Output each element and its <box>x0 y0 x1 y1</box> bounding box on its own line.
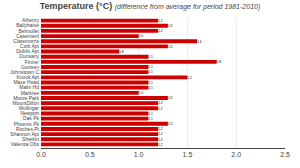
svg-text:1.2: 1.2 <box>158 132 163 136</box>
svg-text:1.2: 1.2 <box>158 143 163 147</box>
svg-text:1.1: 1.1 <box>148 86 153 90</box>
svg-text:Alhenry: Alhenry <box>22 17 39 23</box>
svg-text:Gurteen: Gurteen <box>21 64 39 70</box>
svg-text:Roches Pt: Roches Pt <box>16 126 40 132</box>
svg-text:Temperature (°C) (difference f: Temperature (°C) (difference from averag… <box>40 1 261 11</box>
svg-text:1.3: 1.3 <box>168 96 173 100</box>
svg-text:2.5: 2.5 <box>280 151 290 158</box>
svg-text:1.1: 1.1 <box>148 112 153 116</box>
svg-text:0.5: 0.5 <box>85 151 95 158</box>
svg-text:2.0: 2.0 <box>231 151 241 158</box>
svg-text:1.2: 1.2 <box>158 19 163 23</box>
svg-text:0.8: 0.8 <box>119 50 124 54</box>
svg-text:MountDillon: MountDillon <box>13 100 40 106</box>
svg-text:Claremorris: Claremorris <box>13 38 39 44</box>
svg-text:Ballyhaise: Ballyhaise <box>16 22 39 28</box>
svg-text:1.1: 1.1 <box>148 81 153 85</box>
svg-text:1.2: 1.2 <box>158 107 163 111</box>
svg-text:Finner: Finner <box>25 59 40 65</box>
svg-text:Newport: Newport <box>20 110 39 116</box>
svg-text:1.5: 1.5 <box>183 151 193 158</box>
svg-text:Dublin Apt: Dublin Apt <box>16 48 39 54</box>
svg-text:Knock Apt: Knock Apt <box>16 74 39 80</box>
svg-text:Mullingar: Mullingar <box>19 105 40 111</box>
svg-text:Sherkin: Sherkin <box>22 136 39 142</box>
svg-text:1.2: 1.2 <box>158 29 163 33</box>
svg-text:1.0: 1.0 <box>139 34 144 38</box>
svg-text:1.1: 1.1 <box>148 70 153 74</box>
svg-text:1.8: 1.8 <box>217 60 222 64</box>
svg-text:Phoenix Pk: Phoenix Pk <box>14 121 40 127</box>
svg-text:1.0: 1.0 <box>139 91 144 95</box>
svg-text:Markree: Markree <box>21 90 40 96</box>
svg-text:Malin Hd: Malin Hd <box>19 84 39 90</box>
svg-text:Valentia Obs: Valentia Obs <box>11 141 40 147</box>
svg-text:1.1: 1.1 <box>148 117 153 121</box>
svg-text:Belmullet: Belmullet <box>18 28 39 34</box>
svg-text:Cork Apt: Cork Apt <box>20 43 40 49</box>
svg-text:Johnstown C: Johnstown C <box>10 69 39 75</box>
svg-text:1.0: 1.0 <box>134 151 144 158</box>
svg-text:Mace Head: Mace Head <box>13 79 39 85</box>
svg-text:Moore Park: Moore Park <box>13 95 39 101</box>
svg-text:1.1: 1.1 <box>148 55 153 59</box>
svg-text:1.2: 1.2 <box>158 101 163 105</box>
svg-text:1.3: 1.3 <box>168 45 173 49</box>
svg-text:0.0: 0.0 <box>36 151 46 158</box>
svg-text:1.3: 1.3 <box>168 24 173 28</box>
svg-text:1.6: 1.6 <box>197 40 202 44</box>
svg-text:1.3: 1.3 <box>168 122 173 126</box>
svg-text:Dunsany: Dunsany <box>19 53 39 59</box>
svg-text:Casement: Casement <box>16 33 39 39</box>
svg-text:1.1: 1.1 <box>148 65 153 69</box>
svg-text:1.2: 1.2 <box>158 127 163 131</box>
svg-text:1.2: 1.2 <box>158 138 163 142</box>
svg-text:1.5: 1.5 <box>187 76 192 80</box>
svg-text:Shannon Apt: Shannon Apt <box>10 131 39 137</box>
svg-text:Oak Pk: Oak Pk <box>23 115 40 121</box>
